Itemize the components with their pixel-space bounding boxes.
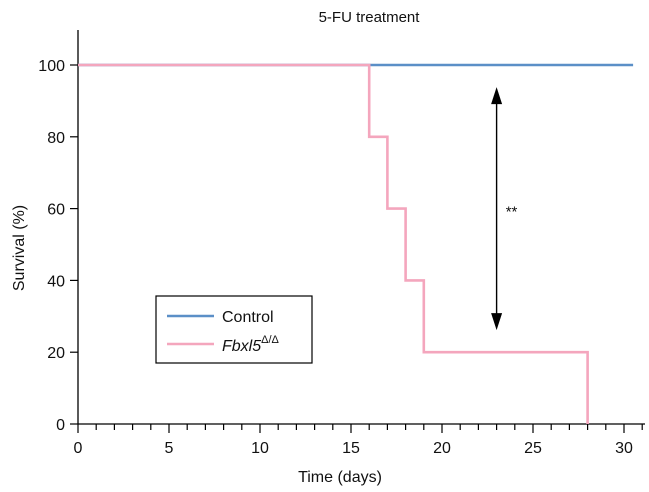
y-axis-label: Survival (%) (11, 205, 28, 291)
y-tick-label: 0 (56, 417, 65, 434)
significance-stars: ** (506, 204, 518, 221)
legend-label-fbxl5: Fbxl5Δ/Δ (222, 334, 280, 355)
legend-label-fbxl5-name: Fbxl5 (222, 338, 261, 355)
arrow-head-up-icon (491, 87, 503, 105)
axes (77, 30, 645, 425)
x-tick-label: 25 (524, 440, 542, 457)
y-tick-label: 60 (47, 202, 65, 219)
x-tick-label: 10 (251, 440, 269, 457)
arrow-head-down-icon (491, 313, 503, 331)
annotation-layer: ** (491, 87, 518, 331)
legend-label-control: Control (222, 309, 274, 326)
y-tick-label: 80 (47, 130, 65, 147)
series-layer (78, 63, 634, 424)
x-tick-label: 15 (342, 440, 360, 457)
legend-box (155, 295, 313, 364)
legend-label-fbxl5-superscript: Δ/Δ (261, 334, 279, 346)
y-tick-label: 100 (38, 58, 65, 75)
y-tick-label: 20 (47, 345, 65, 362)
x-tick-label: 5 (165, 440, 174, 457)
y-ticks: 0 20 40 60 80 100 (38, 58, 78, 434)
x-tick-label: 20 (433, 440, 451, 457)
x-tick-label: 0 (74, 440, 83, 457)
x-axis-label: Time (days) (298, 469, 382, 486)
chart-title: 5-FU treatment (319, 9, 421, 26)
series-line-fbxl5 (78, 63, 589, 424)
legend: Control Fbxl5Δ/Δ (155, 295, 313, 364)
y-tick-label: 40 (47, 273, 65, 290)
x-ticks: 0 5 10 15 20 25 30 (74, 424, 643, 457)
x-tick-label: 30 (615, 440, 633, 457)
